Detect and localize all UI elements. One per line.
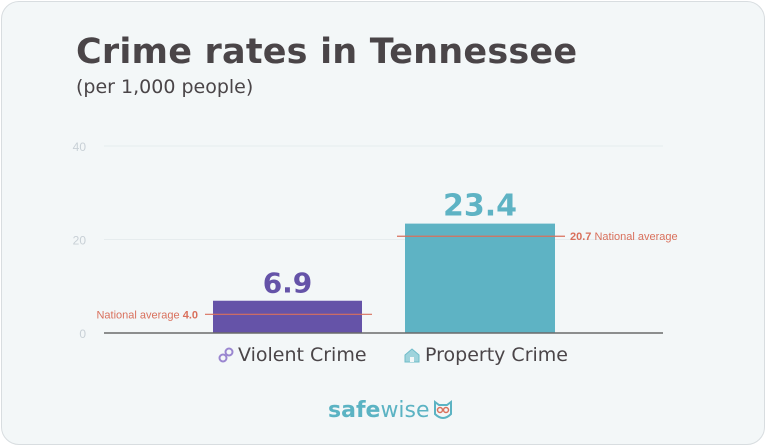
data-label: 6.9 xyxy=(263,267,313,300)
owl-icon xyxy=(433,399,452,419)
house-icon xyxy=(404,348,420,363)
legend-property-crime: Property Crime xyxy=(403,344,568,366)
chart-subtitle: (per 1,000 people) xyxy=(76,76,254,98)
national-average-label: National average 4.0 xyxy=(96,309,198,321)
y-tick-label: 40 xyxy=(73,140,87,154)
logo-text-light: wise xyxy=(380,398,430,423)
bar-property-crime xyxy=(405,223,555,333)
national-average-label: 20.7 National average xyxy=(570,231,678,243)
legend-label: Property Crime xyxy=(425,344,568,366)
safewise-logo: safewise xyxy=(328,398,453,423)
handcuffs-icon xyxy=(218,347,234,363)
logo-text-bold: safe xyxy=(328,398,381,423)
y-tick-label: 0 xyxy=(79,327,86,341)
bar-violent-crime xyxy=(213,300,362,333)
y-tick-label: 20 xyxy=(73,234,87,248)
data-label: 23.4 xyxy=(443,189,517,224)
chart-title: Crime rates in Tennessee xyxy=(76,32,578,72)
legend-violent-crime: Violent Crime xyxy=(218,344,367,366)
legend-label: Violent Crime xyxy=(238,344,367,366)
